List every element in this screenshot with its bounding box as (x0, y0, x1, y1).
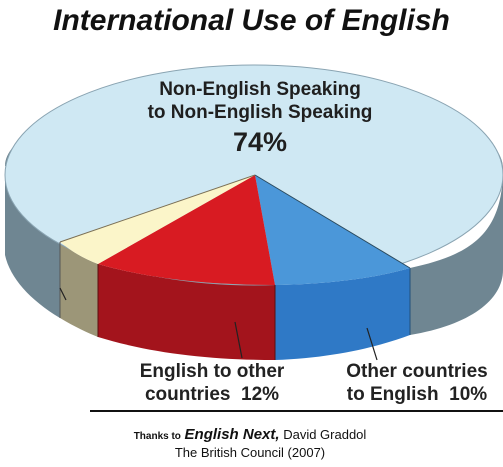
label-non-english-line1: Non-English Speaking (159, 79, 361, 100)
pie-slice-remaining (60, 175, 255, 264)
leader-line-blue (366, 327, 378, 361)
label-english-to-other-line1: English to other (139, 361, 285, 382)
credit-author: David Graddol (283, 427, 367, 442)
leader-line-cream (59, 287, 67, 301)
label-english-to-other: English to other countries 12% (112, 360, 312, 406)
label-non-english-percent: 74% (232, 127, 288, 157)
credit-book: English Next, (184, 426, 280, 443)
label-non-english: Non-English Speaking to Non-English Spea… (100, 78, 420, 160)
pie-side-cream (60, 242, 98, 337)
label-other-to-english-line1: Other countries (346, 361, 488, 382)
label-non-english-line2: to Non-English Speaking (147, 102, 373, 123)
credit-publisher: The British Council (2007) (174, 445, 326, 460)
pie-side-red (98, 264, 275, 360)
credit-line1: Thanks to English Next, David Graddol (60, 427, 440, 445)
pie-edge (59, 174, 256, 243)
credit-block: Thanks to English Next, David Graddol Th… (60, 427, 440, 461)
label-english-to-other-line2: countries 12% (144, 384, 280, 405)
pie-edge (254, 174, 411, 269)
pie-side-blue (275, 268, 410, 360)
credit-thanks: Thanks to (133, 431, 181, 442)
pie-side-left (5, 166, 60, 318)
divider-line (90, 410, 503, 412)
label-other-to-english: Other countries to English 10% (326, 360, 503, 406)
chart-title: International Use of English (53, 4, 450, 37)
pie-slice-other-to-english (255, 175, 410, 285)
leader-line-red (234, 321, 243, 359)
label-other-to-english-line2: to English 10% (346, 384, 488, 405)
pie-slice-english-to-other (98, 175, 275, 285)
